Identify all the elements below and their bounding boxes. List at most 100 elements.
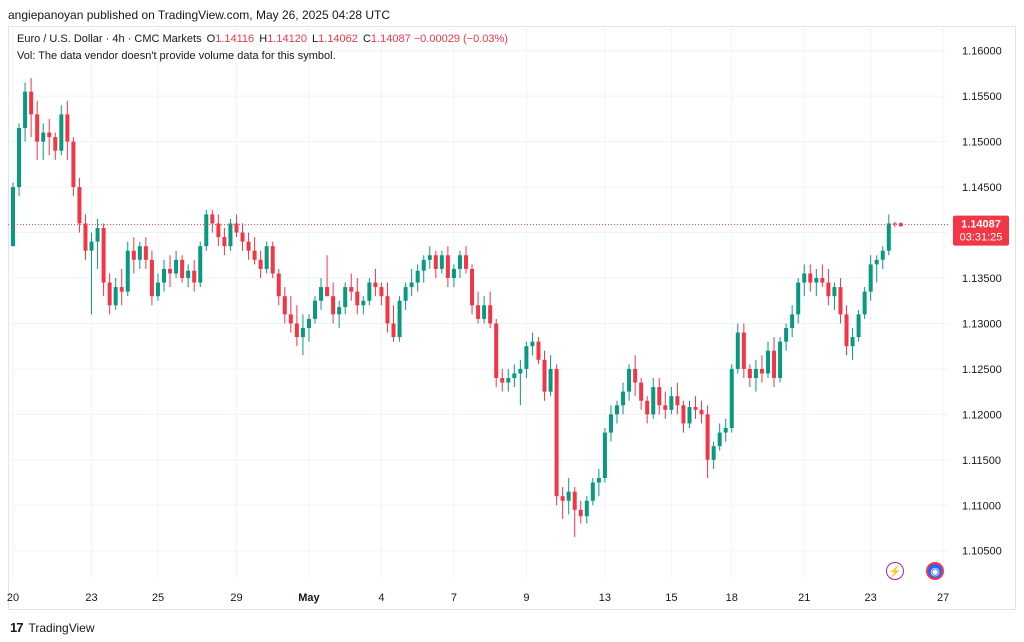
candle-body — [77, 187, 82, 224]
candle-body — [343, 287, 348, 308]
candle-body — [602, 432, 607, 478]
candle-body — [83, 223, 88, 251]
candle-up — [874, 255, 879, 283]
candle-body — [892, 223, 897, 225]
candle-body — [59, 114, 64, 151]
x-tick-label: 18 — [726, 592, 738, 604]
candle-body — [300, 328, 305, 338]
candle-body — [11, 187, 15, 247]
close-value: 1.14087 — [370, 33, 411, 45]
candle-up — [451, 264, 456, 288]
candle-up — [590, 478, 595, 506]
candle-body — [608, 414, 613, 433]
candle-body — [590, 482, 595, 501]
candle-up — [530, 332, 535, 356]
candle-body — [826, 282, 831, 297]
candle-body — [796, 282, 801, 315]
candle-down — [294, 305, 299, 347]
x-tick-label: 29 — [230, 592, 242, 604]
candle-down — [77, 178, 82, 233]
candle-body — [89, 241, 94, 251]
candle-up — [198, 241, 203, 288]
candle-down — [494, 318, 499, 388]
candle-up — [439, 250, 444, 274]
y-tick-label: 1.13000 — [962, 318, 1002, 330]
lightning-icon[interactable]: ⚡ — [886, 562, 904, 580]
candle-down — [488, 291, 493, 328]
tradingview-logo-icon[interactable]: 17 — [10, 620, 24, 635]
candle-body — [572, 491, 577, 510]
candle-body — [784, 328, 789, 342]
candle-body — [645, 400, 650, 415]
candle-up — [186, 264, 191, 288]
candle-body — [143, 246, 148, 260]
candle-down — [445, 246, 450, 288]
candle-body — [542, 359, 547, 392]
candle-up — [95, 218, 100, 269]
candle-body — [530, 341, 535, 347]
candle-up — [790, 305, 795, 338]
candle-up — [300, 314, 305, 356]
candle-up — [155, 273, 160, 301]
candle-down — [53, 132, 58, 160]
candle-body — [838, 287, 843, 315]
candle-up — [729, 364, 734, 433]
candle-body — [723, 428, 728, 433]
candle-up — [723, 418, 728, 442]
candle-down — [216, 214, 221, 247]
candle-body — [566, 491, 571, 501]
candle-up — [669, 387, 674, 415]
candle-body — [451, 268, 456, 278]
candle-down — [379, 282, 384, 306]
candle-body — [675, 396, 680, 406]
candle-up — [850, 328, 855, 360]
candle-up — [711, 441, 716, 469]
open-label: O — [206, 33, 216, 45]
candle-body — [325, 287, 330, 297]
candle-up — [482, 296, 487, 324]
candle-down — [143, 237, 148, 269]
candle-body — [584, 500, 589, 517]
candle-down — [325, 255, 330, 297]
candle-body — [65, 114, 70, 142]
candle-body — [868, 264, 873, 292]
high-value: 1.14120 — [267, 33, 307, 45]
candle-body — [711, 446, 716, 460]
candle-body — [228, 223, 233, 247]
flag-icon[interactable]: ◉ — [926, 562, 944, 580]
y-tick-label: 1.11000 — [962, 500, 1001, 512]
candle-up — [778, 337, 783, 383]
candle-body — [337, 307, 342, 315]
candle-up — [137, 241, 142, 269]
y-tick-label: 1.11500 — [962, 455, 1001, 467]
candle-body — [288, 314, 293, 324]
candle-body — [808, 273, 813, 283]
y-tick-label: 1.12000 — [962, 409, 1002, 421]
candle-up — [651, 378, 656, 419]
candle-up — [608, 405, 613, 442]
candle-body — [512, 373, 517, 378]
candle-down — [119, 268, 124, 306]
candle-body — [367, 282, 372, 301]
candle-up — [306, 314, 311, 342]
candle-up — [886, 214, 891, 256]
candle-down — [657, 378, 662, 415]
candle-body — [125, 250, 130, 292]
candle-up — [319, 278, 324, 310]
candle-up — [596, 468, 601, 497]
candle-body — [319, 287, 324, 301]
candle-body — [596, 478, 601, 483]
candle-down — [234, 214, 239, 238]
candle-up — [11, 182, 15, 247]
candle-body — [379, 287, 384, 297]
candle-body — [391, 323, 396, 338]
candle-body — [856, 314, 861, 338]
footer-brand[interactable]: TradingView — [28, 620, 95, 635]
candle-body — [886, 223, 891, 251]
candle-body — [476, 305, 481, 319]
candle-down — [633, 355, 638, 397]
candle-up — [264, 241, 269, 274]
candle-down — [222, 228, 227, 256]
candle-up — [343, 282, 348, 315]
